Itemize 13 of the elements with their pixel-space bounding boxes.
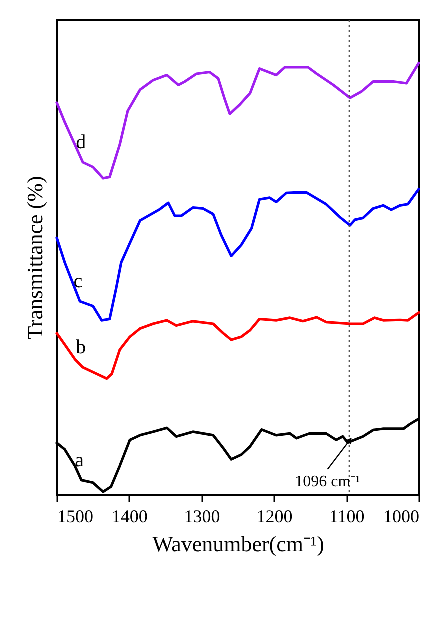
series-label: c — [74, 270, 83, 293]
x-axis-title: Wavenumber(cm⁻¹) — [152, 532, 324, 556]
series-label: a — [75, 449, 84, 472]
series-label: d — [76, 132, 86, 154]
x-tick-label: 1100 — [329, 506, 365, 526]
x-tick-label: 1200 — [256, 506, 293, 526]
x-tick-label: 1500 — [58, 506, 94, 526]
x-tick-label: 1300 — [184, 506, 220, 526]
x-tick-label: 1000 — [384, 506, 420, 526]
series-label: b — [76, 336, 86, 359]
x-tick-label: 1400 — [112, 506, 148, 526]
y-axis-title: Transmittance (%) — [22, 176, 48, 340]
annotation: 1096 cm⁻¹ — [295, 474, 361, 491]
